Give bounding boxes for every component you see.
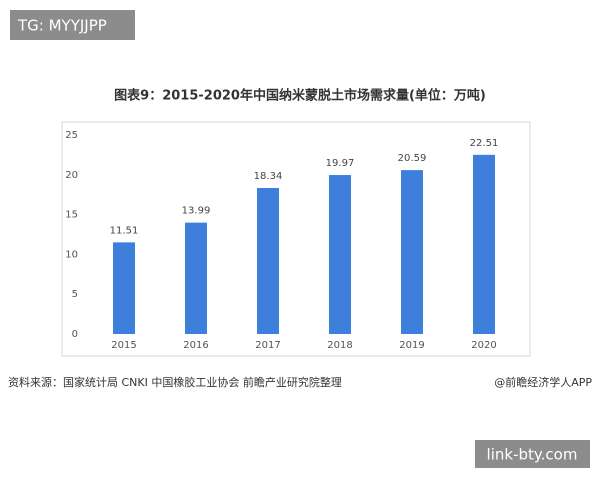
y-tick-label: 15 (65, 210, 78, 221)
tag: TG: MYYJJPP (17, 17, 107, 35)
y-tick-label: 10 (65, 249, 78, 260)
site-box (475, 440, 590, 468)
source: 资料来源：国家统计局 CNKI 中国橡胶工业协会 前瞻产业研究院整理 (8, 375, 342, 389)
value-label: 22.51 (470, 138, 499, 149)
y-tick-label: 0 (72, 329, 78, 340)
x-tick-label: 2015 (111, 340, 136, 351)
bar (473, 154, 495, 334)
x-tick-label: 2016 (183, 340, 208, 351)
bar (185, 222, 207, 334)
bar (257, 188, 279, 334)
bar (329, 175, 351, 334)
value-label: 11.51 (110, 225, 139, 236)
chart-frame (61, 121, 531, 357)
value-label: 18.34 (254, 171, 283, 182)
y-tick-label: 25 (65, 130, 78, 141)
x-tick-label: 2018 (327, 340, 352, 351)
tag-box (10, 10, 135, 40)
value-label: 13.99 (182, 206, 211, 217)
y-tick-label: 5 (72, 289, 78, 300)
value-label: 19.97 (326, 158, 355, 169)
chart-title: 图表9：2015-2020年中国纳米蒙脱土市场需求量(单位：万吨) (114, 88, 486, 104)
bar (113, 242, 135, 334)
bar (401, 170, 423, 334)
value-label: 20.59 (398, 153, 427, 164)
x-tick-label: 2017 (255, 340, 280, 351)
x-tick-label: 2020 (471, 340, 496, 351)
credit: @前瞻经济学人APP (494, 375, 592, 389)
site: link-bty.com (487, 446, 578, 464)
x-tick-label: 2019 (399, 340, 424, 351)
y-tick-label: 20 (65, 170, 78, 181)
